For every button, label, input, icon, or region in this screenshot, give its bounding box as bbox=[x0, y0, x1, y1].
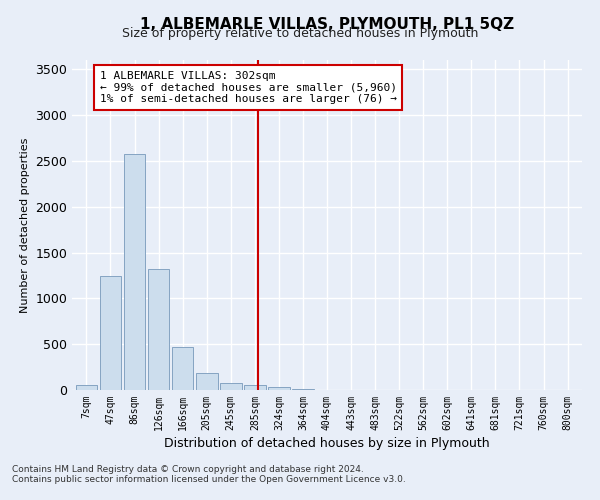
Bar bbox=[100, 276, 121, 390]
Y-axis label: Number of detached properties: Number of detached properties bbox=[20, 138, 30, 312]
Bar bbox=[148, 269, 169, 390]
Bar bbox=[268, 387, 290, 390]
Bar bbox=[292, 389, 314, 390]
Title: 1, ALBEMARLE VILLAS, PLYMOUTH, PL1 5QZ: 1, ALBEMARLE VILLAS, PLYMOUTH, PL1 5QZ bbox=[140, 18, 514, 32]
Bar bbox=[196, 372, 218, 390]
Text: Contains public sector information licensed under the Open Government Licence v3: Contains public sector information licen… bbox=[12, 474, 406, 484]
Bar bbox=[244, 386, 266, 390]
Text: Size of property relative to detached houses in Plymouth: Size of property relative to detached ho… bbox=[122, 28, 478, 40]
Bar bbox=[76, 386, 97, 390]
Bar bbox=[172, 347, 193, 390]
Bar bbox=[220, 382, 242, 390]
Bar bbox=[124, 154, 145, 390]
Text: 1 ALBEMARLE VILLAS: 302sqm
← 99% of detached houses are smaller (5,960)
1% of se: 1 ALBEMARLE VILLAS: 302sqm ← 99% of deta… bbox=[100, 71, 397, 104]
Text: Contains HM Land Registry data © Crown copyright and database right 2024.: Contains HM Land Registry data © Crown c… bbox=[12, 466, 364, 474]
X-axis label: Distribution of detached houses by size in Plymouth: Distribution of detached houses by size … bbox=[164, 437, 490, 450]
